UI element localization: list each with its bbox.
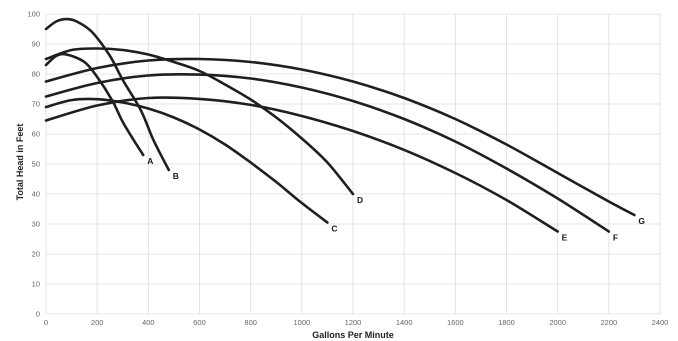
curves xyxy=(44,17,636,233)
x-tick-label: 600 xyxy=(193,318,206,327)
y-tick-label: 70 xyxy=(32,100,40,109)
y-tick-label: 50 xyxy=(32,160,40,169)
x-tick-label: 1200 xyxy=(345,318,362,327)
x-tick-label: 1000 xyxy=(293,318,310,327)
y-tick-label: 100 xyxy=(27,10,40,19)
y-tick-label: 20 xyxy=(32,250,40,259)
curve-d xyxy=(44,47,355,196)
x-tick-label: 200 xyxy=(91,318,104,327)
y-tick-label: 60 xyxy=(32,130,40,139)
curve-label-b: B xyxy=(173,171,179,181)
y-tick-label: 30 xyxy=(32,220,40,229)
y-tick-label: 10 xyxy=(32,280,40,289)
x-tick-label: 2000 xyxy=(549,318,566,327)
x-tick-label: 2400 xyxy=(652,318,669,327)
y-tick-label: 40 xyxy=(32,190,40,199)
curve-c xyxy=(44,97,329,224)
y-axis-ticks: 0 10 20 30 40 50 60 70 80 90 100 xyxy=(27,10,40,319)
curve-label-g: G xyxy=(638,216,645,226)
curve-e xyxy=(44,96,559,233)
curve-label-c: C xyxy=(331,224,337,234)
curve-label-a: A xyxy=(147,156,153,166)
curve-b xyxy=(44,17,171,172)
curve-label-e: E xyxy=(562,233,568,243)
x-tick-label: 0 xyxy=(44,318,48,327)
curve-label-f: F xyxy=(613,233,618,243)
x-tick-label: 1800 xyxy=(498,318,515,327)
curve-f xyxy=(44,72,611,233)
x-tick-label: 800 xyxy=(244,318,257,327)
x-tick-label: 1600 xyxy=(447,318,464,327)
x-axis-title: Gallons Per Minute xyxy=(312,330,394,340)
x-tick-label: 2200 xyxy=(600,318,617,327)
curve-labels: A B C D E F G xyxy=(147,156,645,243)
curve-g xyxy=(44,57,636,217)
y-axis-title: Total Head in Feet xyxy=(15,124,25,201)
x-tick-label: 400 xyxy=(142,318,155,327)
y-tick-label: 90 xyxy=(32,40,40,49)
grid xyxy=(45,13,661,315)
x-axis-ticks: 0 200 400 600 800 1000 1200 1400 1600 1800 2000 220… xyxy=(44,318,668,327)
y-tick-label: 80 xyxy=(32,70,40,79)
x-tick-label: 1400 xyxy=(396,318,413,327)
y-tick-label: 0 xyxy=(36,310,40,319)
curve-label-d: D xyxy=(357,195,363,205)
